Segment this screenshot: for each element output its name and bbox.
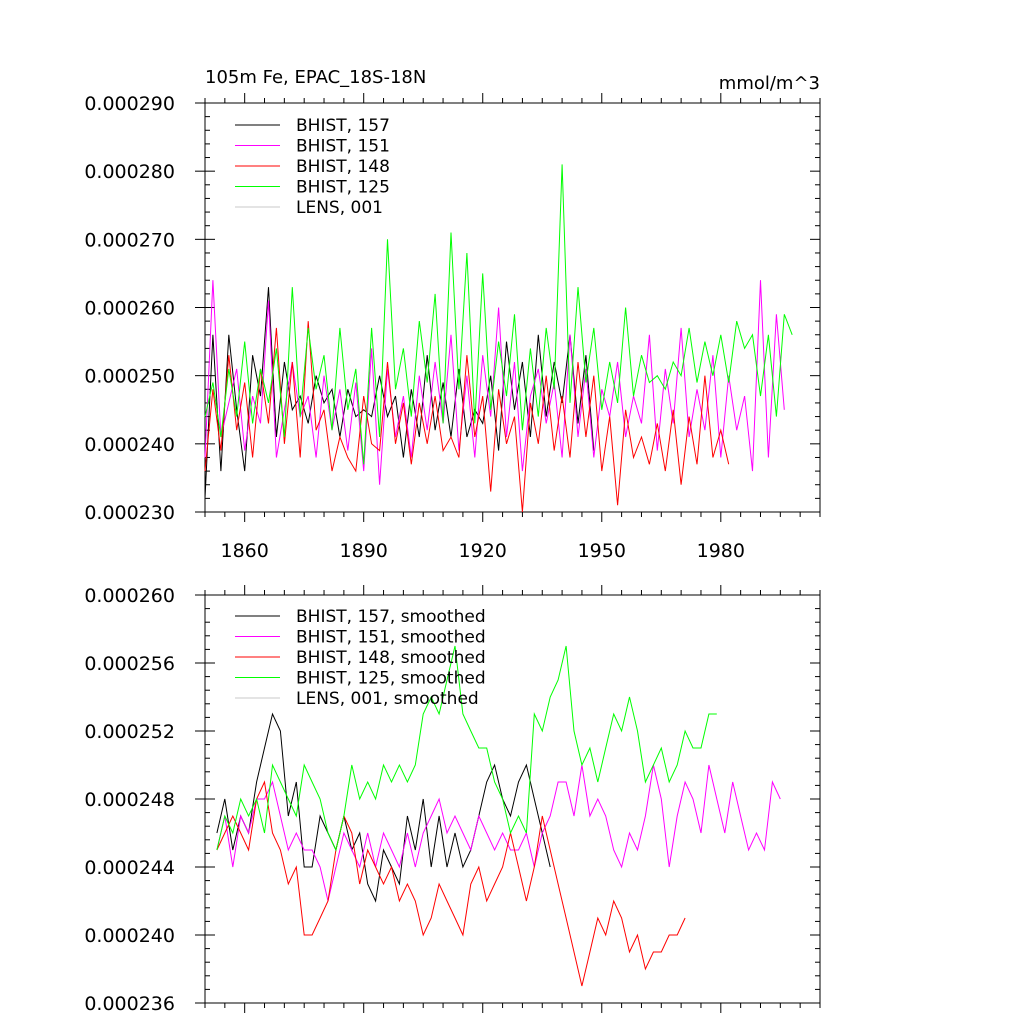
top-series-line-4: [204, 164, 793, 465]
bottom-y-tick-label: 0.000236: [84, 993, 175, 1015]
bottom-legend-label: BHIST, 125, smoothed: [296, 669, 486, 689]
top-y-tick-label: 0.000270: [84, 229, 175, 251]
top-panel-title: 105m Fe, EPAC_18S-18N: [205, 67, 426, 88]
bottom-legend-label: BHIST, 151, smoothed: [296, 628, 486, 648]
top-y-tick-label: 0.000240: [84, 434, 175, 456]
bottom-legend-label: BHIST, 157, smoothed: [296, 607, 486, 627]
top-axis-ticks: 0.000230 0.000240 0.000250 0.000260 0.000270…: [84, 93, 821, 562]
bottom-legend-label: LENS, 001, smoothed: [296, 689, 479, 709]
top-y-tick-label: 0.000290: [84, 93, 175, 115]
top-legend-label: BHIST, 151: [296, 137, 390, 157]
bottom-legend-label: BHIST, 148, smoothed: [296, 648, 486, 668]
top-x-tick-label: 1920: [459, 540, 507, 562]
top-series-lines: [204, 164, 793, 513]
top-y-tick-label: 0.000230: [84, 502, 175, 524]
top-legend-label: BHIST, 148: [296, 157, 390, 177]
top-legend-label: LENS, 001: [296, 198, 383, 218]
bottom-y-tick-label: 0.000244: [84, 857, 175, 879]
top-legend-label: BHIST, 125: [296, 178, 390, 198]
top-panel: 105m Fe, EPAC_18S-18N mmol/m^3 0.0002300…: [84, 67, 821, 562]
top-series-line-2: [204, 280, 785, 485]
bottom-panel: 0.000236 0.000240 0.000244 0.000248 0.000252…: [84, 585, 821, 1015]
top-x-tick-label: 1950: [578, 540, 626, 562]
top-y-tick-label: 0.000280: [84, 161, 175, 183]
bottom-axis-ticks: 0.000236 0.000240 0.000244 0.000248 0.000252…: [84, 585, 821, 1015]
bottom-series-line-1: [216, 712, 551, 903]
bottom-series-line-3: [216, 780, 686, 987]
top-x-tick-label: 1890: [340, 540, 388, 562]
bottom-y-tick-label: 0.000248: [84, 789, 175, 811]
top-x-tick-label: 1860: [220, 540, 268, 562]
top-y-tick-label: 0.000250: [84, 366, 175, 388]
bottom-y-tick-label: 0.000256: [84, 653, 175, 675]
bottom-y-tick-label: 0.000260: [84, 585, 175, 607]
bottom-series-lines: [216, 645, 781, 987]
bottom-y-tick-label: 0.000240: [84, 925, 175, 947]
bottom-y-tick-label: 0.000252: [84, 721, 175, 743]
top-legend-label: BHIST, 157: [296, 116, 390, 136]
top-x-tick-label: 1980: [697, 540, 745, 562]
top-series-line-3: [204, 321, 730, 513]
bottom-series-line-4: [216, 645, 717, 852]
top-y-tick-label: 0.000260: [84, 298, 175, 320]
bottom-series-line-2: [216, 764, 781, 902]
top-panel-units: mmol/m^3: [719, 73, 820, 94]
